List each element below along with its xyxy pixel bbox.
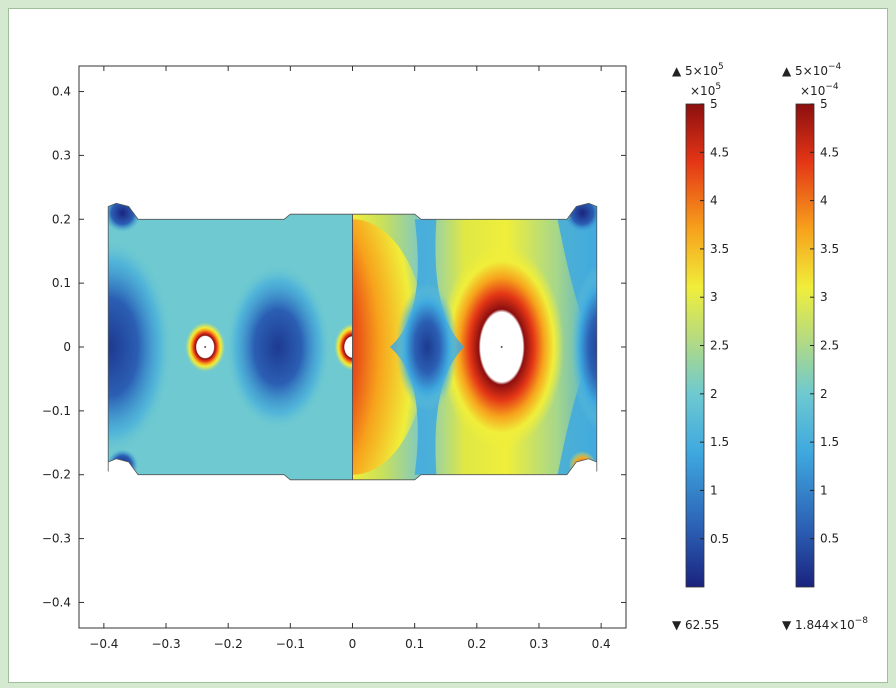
field-low-region [570, 263, 597, 431]
colorbar-max-label: ▲ 5×10−4 [782, 62, 842, 78]
colorbar-tick-label: 2.5 [710, 339, 729, 353]
colorbar-tick-label: 5 [710, 97, 718, 111]
colorbar-tick-label: 3.5 [820, 242, 839, 256]
colorbar: ▲ 5×10−4 ×10−45 4.5 4 3.5 3 2.5 2 1.5 1 0.5 ▼ 1.844… [782, 62, 868, 632]
field-low-region [396, 283, 459, 411]
colorbar-tick-label: 1 [710, 483, 718, 497]
y-tick-label: −0.2 [42, 468, 71, 482]
x-tick-label: 0 [349, 637, 357, 651]
field-ring [352, 219, 428, 475]
field-left-half [108, 203, 353, 480]
colorbar-tick-label: 1.5 [820, 435, 839, 449]
x-axis: −0.4 −0.3 −0.2 −0.1 0 0.1 0.2 0.3 0.4 [89, 66, 611, 651]
y-tick-label: 0 [63, 340, 71, 354]
field-low-region [225, 263, 331, 431]
field-corner [108, 449, 139, 480]
colorbar-tick-label: 0.5 [710, 532, 729, 546]
field-corner [108, 203, 142, 233]
y-axis: 0.4 0.3 0.2 0.1 0 −0.1 −0.2 −0.3 −0.4 [42, 85, 626, 609]
colorbar-tick-label: 4.5 [820, 145, 839, 159]
field-corner [568, 451, 597, 480]
colorbar-tick-label: 1.5 [710, 435, 729, 449]
colorbar-tick-label: 2 [710, 387, 718, 401]
y-tick-label: −0.1 [42, 404, 71, 418]
y-tick-label: 0.1 [52, 276, 71, 290]
x-tick-label: −0.1 [276, 637, 305, 651]
colorbar-tick-label: 4 [820, 194, 828, 208]
y-tick-label: 0.4 [52, 85, 71, 99]
y-tick-label: 0.2 [52, 212, 71, 226]
colorbar-tick-label: 4.5 [710, 145, 729, 159]
x-tick-label: 0.1 [405, 637, 424, 651]
colorbar-tick-label: 5 [820, 97, 828, 111]
field-corner [563, 203, 597, 233]
colorbar-tick-label: 1 [820, 483, 828, 497]
colorbar-tick-label: 2.5 [820, 339, 839, 353]
x-tick-label: −0.2 [214, 637, 243, 651]
colorbar-max-label: ▲ 5×105 [672, 62, 724, 78]
field-low-region [108, 238, 173, 456]
colorbar-tick-label: 0.5 [820, 532, 839, 546]
x-tick-label: −0.4 [89, 637, 118, 651]
colorbar-tick-label: 3 [710, 290, 718, 304]
colorbar-tick-label: 2 [820, 387, 828, 401]
y-tick-label: −0.4 [42, 595, 71, 609]
colorbar-tick-label: 3.5 [710, 242, 729, 256]
colorbar-min-label: ▼ 62.55 [672, 618, 719, 632]
x-tick-label: 0.3 [529, 637, 548, 651]
x-tick-label: −0.3 [151, 637, 180, 651]
figure-panel: −0.4 −0.3 −0.2 −0.1 0 0.1 0.2 0.3 0.4 0.4 0.3 0.2 0… [8, 8, 888, 683]
x-tick-label: 0.4 [592, 637, 611, 651]
field-right-half [352, 203, 597, 480]
y-tick-label: 0.3 [52, 148, 71, 162]
y-tick-label: −0.3 [42, 532, 71, 546]
colorbar-multiplier: ×105 [690, 82, 721, 98]
colorbar-multiplier: ×10−4 [800, 82, 839, 98]
colorbar-tick-label: 3 [820, 290, 828, 304]
figure: −0.4 −0.3 −0.2 −0.1 0 0.1 0.2 0.3 0.4 0.40.30.20… [42, 62, 868, 651]
probe-point [500, 346, 503, 348]
x-tick-label: 0.2 [467, 637, 486, 651]
colorbar-min-label: ▼ 1.844×10−8 [782, 616, 868, 632]
colorbar-tick-label: 4 [710, 194, 718, 208]
probe-point [204, 346, 207, 348]
